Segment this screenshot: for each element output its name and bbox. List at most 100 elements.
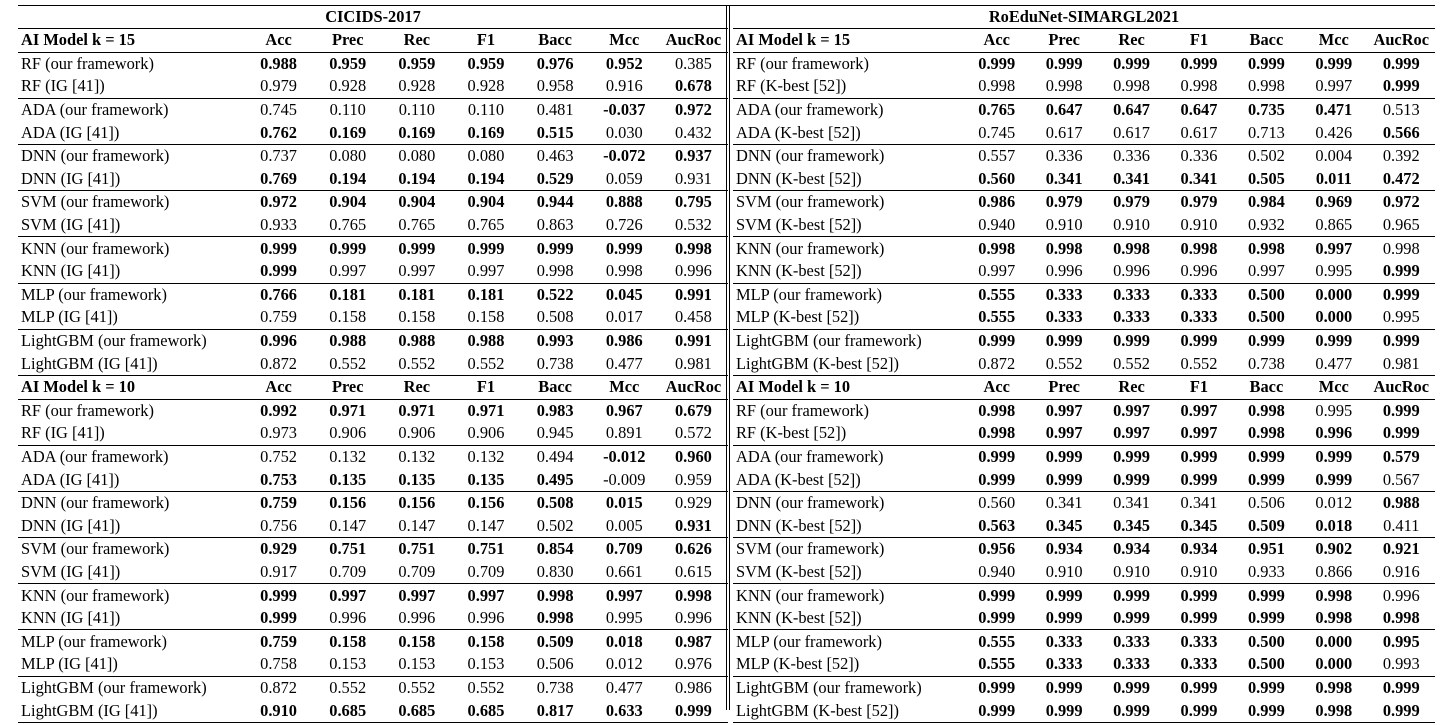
column-header: Mcc <box>1300 374 1368 400</box>
metric-cell: 0.738 <box>1247 353 1285 373</box>
metric-cell: 0.181 <box>382 282 452 307</box>
metric-cell: 0.156 <box>313 490 383 515</box>
metric-cell: 0.685 <box>313 699 383 723</box>
metric-cell: 0.931 <box>674 168 712 188</box>
metric-cell: 0.552 <box>467 353 505 373</box>
metric-cell: 0.795 <box>658 190 728 214</box>
metric-cell: 0.769 <box>260 168 298 188</box>
section-header-row: AI Model k = 10 Acc Prec Rec F1 Bacc Mcc AucRoc <box>18 374 728 400</box>
table-row: LightGBM (IG [41]) 0.910 0.685 0.685 0.685 0.… <box>18 699 728 723</box>
metric-cell: 0.017 <box>605 307 643 327</box>
model-name-cell: SVM (our framework) <box>18 190 244 214</box>
metric-cell: 0.910 <box>1045 215 1083 235</box>
metric-cell: 0.976 <box>674 654 712 674</box>
metric-cell: 0.999 <box>382 236 452 260</box>
metric-cell: 0.059 <box>605 168 643 188</box>
metric-cell: 0.997 <box>1045 400 1083 420</box>
metric-cell: 0.996 <box>467 608 505 628</box>
metric-cell: 0.110 <box>382 97 452 122</box>
metric-cell: 0.333 <box>1045 307 1083 327</box>
metric-cell: 0.999 <box>1097 444 1166 469</box>
model-name-cell: DNN (our framework) <box>18 490 244 515</box>
table-row: KNN (our framework) 0.999 0.997 0.997 0.997 0… <box>18 583 728 607</box>
metric-cell: 0.928 <box>398 76 436 96</box>
metric-cell: 0.998 <box>536 261 574 281</box>
metric-cell: 0.758 <box>260 654 298 674</box>
metric-cell: 0.972 <box>1367 190 1435 214</box>
column-header: Prec <box>1030 28 1098 53</box>
table-row: ADA (K-best [52]) 0.745 0.617 0.617 0.617 0.7… <box>733 121 1435 144</box>
metric-cell: 0.998 <box>963 236 1031 260</box>
metric-cell: 0.999 <box>1180 53 1218 73</box>
table-row: KNN (our framework) 0.999 0.999 0.999 0.999 0… <box>733 583 1435 607</box>
metric-cell: 0.529 <box>536 168 574 188</box>
metric-cell: 0.011 <box>1315 168 1352 188</box>
metric-cell: 0.910 <box>1180 561 1218 581</box>
metric-cell: 0.952 <box>605 53 643 73</box>
metric-cell: 0.979 <box>260 76 298 96</box>
metric-cell: 0.999 <box>963 675 1031 700</box>
metric-cell: 0.904 <box>451 190 521 214</box>
metric-cell: 0.333 <box>1180 654 1218 674</box>
metric-cell: 0.336 <box>1097 143 1166 168</box>
metric-cell: 0.986 <box>589 328 659 353</box>
model-name-cell: LightGBM (K-best [52]) <box>736 353 899 373</box>
metric-cell: 0.997 <box>398 261 436 281</box>
metric-cell: 0.999 <box>1382 261 1420 281</box>
metric-cell: 0.995 <box>1382 307 1420 327</box>
model-name-cell: KNN (our framework) <box>18 236 244 260</box>
table-row: SVM (our framework) 0.986 0.979 0.979 0.979 0… <box>733 190 1435 214</box>
metric-cell: 0.341 <box>1165 490 1233 515</box>
metric-cell: 0.333 <box>1045 654 1083 674</box>
table-row: LightGBM (our framework) 0.999 0.999 0.999 0… <box>733 675 1435 700</box>
metric-cell: 0.993 <box>1382 654 1420 674</box>
table-row: KNN (K-best [52]) 0.997 0.996 0.996 0.996 0.9… <box>733 260 1435 283</box>
metric-cell: 0.999 <box>1030 328 1098 353</box>
table-row: RF (K-best [52]) 0.998 0.998 0.998 0.998 0.99… <box>733 75 1435 98</box>
table-row: SVM (K-best [52]) 0.940 0.910 0.910 0.910 0.9… <box>733 561 1435 584</box>
metric-cell: 0.756 <box>260 515 298 535</box>
metric-cell: 0.194 <box>398 168 436 188</box>
model-name-cell: RF (K-best [52]) <box>736 76 847 96</box>
model-name-cell: MLP (our framework) <box>733 629 963 654</box>
metric-cell: 0.999 <box>1180 608 1218 628</box>
metric-cell: 0.560 <box>963 490 1031 515</box>
metric-cell: 0.500 <box>1247 307 1285 327</box>
metric-cell: 0.153 <box>398 654 436 674</box>
metric-cell: 0.333 <box>1165 282 1233 307</box>
metric-cell: 0.341 <box>1180 168 1218 188</box>
metric-cell: 0.866 <box>1315 561 1353 581</box>
metric-cell: 0.998 <box>658 583 728 607</box>
metric-cell: 0.931 <box>674 515 712 535</box>
metric-cell: 0.345 <box>1180 515 1218 535</box>
metric-cell: 0.999 <box>1113 608 1150 628</box>
metric-cell: 0.477 <box>605 353 643 373</box>
double-vertical-rule <box>726 6 730 710</box>
model-name-cell: LightGBM (IG [41]) <box>18 699 244 723</box>
model-name-cell: ADA (K-best [52]) <box>736 122 861 142</box>
metric-cell: 0.998 <box>978 76 1016 96</box>
metric-cell: 0.967 <box>605 400 643 420</box>
metric-cell: 0.999 <box>1315 53 1353 73</box>
metric-cell: 0.555 <box>978 654 1016 674</box>
metric-cell: 0.999 <box>589 236 659 260</box>
metric-cell: 0.156 <box>451 490 521 515</box>
section-header-row: AI Model k = 15 Acc Prec Rec F1 Bacc Mcc AucRoc <box>18 28 728 53</box>
metric-cell: 0.194 <box>329 168 367 188</box>
table-row: DNN (our framework) 0.560 0.341 0.341 0.341 0… <box>733 490 1435 515</box>
metric-cell: 0.385 <box>674 53 712 73</box>
table-row: DNN (K-best [52]) 0.563 0.345 0.345 0.345 0.5… <box>733 514 1435 537</box>
table-row: SVM (IG [41]) 0.933 0.765 0.765 0.765 0.863 0.… <box>18 214 728 237</box>
metric-cell: 0.110 <box>451 97 521 122</box>
metric-cell: 0.012 <box>605 654 643 674</box>
metric-cell: 0.560 <box>978 168 1016 188</box>
metric-cell: 0.999 <box>1232 583 1301 607</box>
metric-cell: 0.132 <box>451 444 521 469</box>
metric-cell: 0.933 <box>260 215 298 235</box>
metric-cell: 0.998 <box>1165 236 1233 260</box>
table-row: KNN (IG [41]) 0.999 0.997 0.997 0.997 0.998 0.… <box>18 260 728 283</box>
model-name-cell: MLP (our framework) <box>18 629 244 654</box>
metric-cell: 0.999 <box>978 53 1016 73</box>
section-header-row: AI Model k = 10 Acc Prec Rec F1 Bacc Mcc AucRoc <box>733 374 1435 400</box>
